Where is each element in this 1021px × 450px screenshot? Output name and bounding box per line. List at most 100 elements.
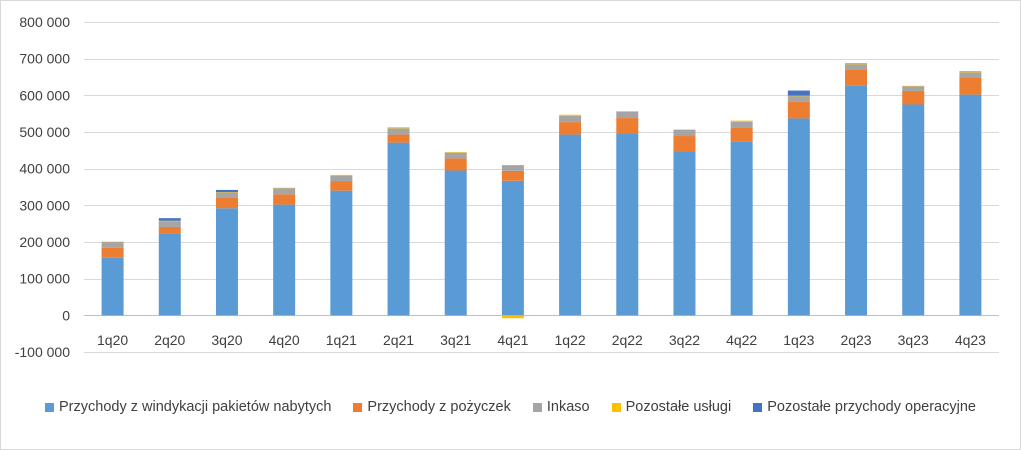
y-tick-label: 100 000: [19, 271, 70, 287]
bar-segment-2q22-series-3: [616, 111, 639, 112]
legend-item: Inkaso: [532, 399, 590, 415]
bar-segment-3q22-series-0: [673, 151, 696, 316]
x-tick-label: 1q23: [783, 332, 814, 348]
bar-segment-1q21-series-3: [330, 174, 353, 176]
bar-segment-2q23-series-4: [845, 63, 868, 64]
legend-swatch: [532, 402, 542, 412]
bar-segment-1q22-series-1: [559, 122, 582, 135]
bar-segment-2q22-series-2: [616, 111, 639, 119]
bar-segment-4q22-series-2: [730, 121, 753, 128]
bar-segment-3q20-series-2: [215, 192, 238, 198]
y-tick-label: 500 000: [19, 124, 70, 140]
bar-segment-2q20-series-0: [158, 233, 181, 316]
legend-swatch: [753, 402, 763, 412]
bar-segment-4q21-series-0: [501, 180, 524, 316]
bar-segment-1q23-series-0: [787, 118, 810, 316]
x-tick-label: 1q21: [326, 332, 357, 348]
bar-segment-3q22-series-2: [673, 129, 696, 137]
legend-label: Pozostałe usługi: [625, 399, 732, 415]
y-tick-label: 400 000: [19, 161, 70, 177]
bar-segment-3q21-series-0: [444, 170, 467, 316]
bar-segment-4q22-series-0: [730, 141, 753, 316]
legend-swatch: [45, 402, 55, 412]
y-tick-label: 300 000: [19, 197, 70, 213]
legend-label: Przychody z windykacji pakietów nabytych: [59, 399, 332, 415]
bar-segment-3q21-series-2: [444, 152, 467, 159]
bars: [101, 63, 982, 319]
y-tick-label: 0: [62, 307, 70, 323]
legend-label: Pozostałe przychody operacyjne: [767, 399, 976, 415]
bar-segment-3q21-series-3: [444, 152, 467, 153]
bar-segment-3q22-series-3: [673, 129, 696, 130]
bar-segment-3q23-series-0: [902, 104, 925, 316]
bar-segment-4q21-series-3: [501, 315, 524, 319]
bar-segment-2q22-series-0: [616, 133, 639, 316]
y-tick-label: -100 000: [15, 344, 70, 360]
chart-legend: Przychody z windykacji pakietów nabytych…: [1, 399, 1020, 415]
bar-segment-4q21-series-4: [501, 165, 524, 166]
bar-segment-4q20-series-3: [273, 187, 296, 189]
bar-segment-1q23-series-4: [787, 90, 810, 96]
bar-segment-2q23-series-1: [845, 69, 868, 86]
legend-item: Przychody z windykacji pakietów nabytych: [45, 399, 331, 415]
bar-segment-3q22-series-1: [673, 136, 696, 152]
bar-segment-1q23-series-3: [787, 95, 810, 97]
bar-segment-3q21-series-1: [444, 158, 467, 171]
bar-segment-2q20-series-4: [158, 218, 181, 221]
bar-segment-2q22-series-1: [616, 118, 639, 134]
bar-segment-4q23-series-0: [959, 94, 982, 316]
legend-item: Pozostałe usługi: [611, 399, 732, 415]
bar-segment-1q20-series-3: [101, 241, 124, 243]
x-tick-label: 4q20: [269, 332, 300, 348]
x-tick-label: 2q22: [612, 332, 643, 348]
bar-segment-3q23-series-2: [902, 86, 925, 91]
y-tick-label: 700 000: [19, 51, 70, 67]
bar-segment-1q21-series-0: [330, 190, 353, 316]
x-tick-label: 4q22: [726, 332, 757, 348]
bar-segment-4q23-series-4: [959, 71, 982, 72]
x-tick-label: 4q23: [955, 332, 986, 348]
y-tick-label: 600 000: [19, 87, 70, 103]
x-tick-label: 3q22: [669, 332, 700, 348]
bar-segment-2q23-series-2: [845, 64, 868, 70]
bar-segment-1q23-series-1: [787, 101, 810, 119]
bar-segment-2q20-series-3: [158, 220, 181, 222]
y-tick-label: 800 000: [19, 14, 70, 30]
bar-segment-2q23-series-3: [845, 63, 868, 65]
bar-segment-4q22-series-3: [730, 120, 753, 122]
x-tick-label: 2q21: [383, 332, 414, 348]
bar-segment-2q23-series-0: [845, 85, 868, 316]
bar-segment-4q21-series-1: [501, 170, 524, 181]
bar-segment-2q21-series-1: [387, 134, 410, 143]
bar-segment-2q20-series-2: [158, 221, 181, 227]
y-axis-tick-labels: -100 000 0 100 000 200 000 300 000 400 000 500…: [15, 14, 70, 360]
bar-segment-4q20-series-1: [273, 194, 296, 205]
x-tick-label: 3q21: [440, 332, 471, 348]
bar-segment-4q23-series-2: [959, 72, 982, 78]
bar-segment-1q20-series-2: [101, 242, 124, 248]
x-tick-label: 1q22: [555, 332, 586, 348]
legend-swatch: [353, 402, 363, 412]
bar-segment-2q21-series-2: [387, 128, 410, 135]
bar-segment-1q21-series-2: [330, 175, 353, 182]
bar-segment-3q23-series-3: [902, 85, 925, 87]
bar-segment-3q23-series-1: [902, 90, 925, 105]
bar-segment-1q22-series-3: [559, 114, 582, 116]
bar-segment-3q20-series-4: [215, 189, 238, 193]
legend-swatch: [611, 402, 621, 412]
bar-segment-4q20-series-2: [273, 188, 296, 195]
bar-segment-2q21-series-0: [387, 142, 410, 316]
legend-item: Przychody z pożyczek: [353, 399, 511, 415]
bar-segment-1q20-series-0: [101, 257, 124, 316]
bar-segment-3q20-series-0: [215, 208, 238, 316]
bar-segment-4q20-series-0: [273, 204, 296, 316]
bar-segment-4q23-series-1: [959, 77, 982, 95]
legend-label: Inkaso: [546, 399, 590, 415]
bar-segment-1q20-series-1: [101, 247, 124, 258]
x-tick-label: 2q20: [154, 332, 185, 348]
x-tick-label: 2q23: [840, 332, 871, 348]
x-tick-label: 4q21: [497, 332, 528, 348]
bar-segment-1q23-series-2: [787, 96, 810, 102]
